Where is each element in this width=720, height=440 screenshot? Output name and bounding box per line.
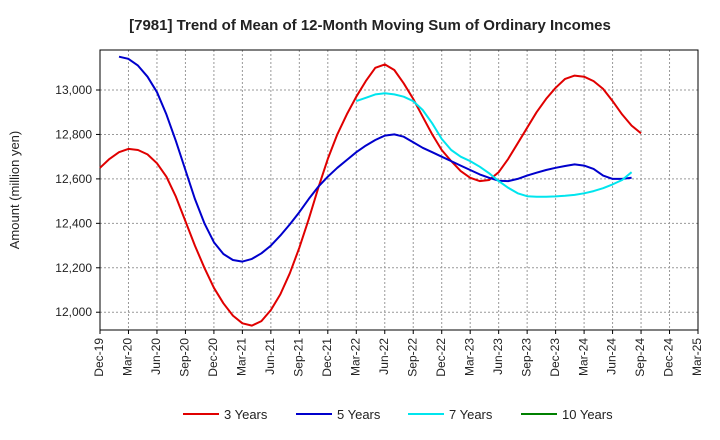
legend-label: 3 Years: [224, 407, 268, 422]
chart-title: [7981] Trend of Mean of 12-Month Moving …: [129, 17, 611, 34]
x-tick-label: Mar-20: [121, 338, 135, 376]
x-tick-label: Dec-23: [548, 338, 562, 377]
legend: 3 Years 5 Years 7 Years 10 Years: [183, 407, 613, 422]
gridlines: [99, 50, 699, 330]
y-axis-label: Amount (million yen): [7, 131, 22, 250]
series-line-3-years: [99, 63, 642, 327]
x-tick-label: Dec-21: [320, 338, 334, 377]
x-tick-label: Dec-24: [662, 338, 676, 377]
x-tick-label: Jun-24: [605, 338, 619, 375]
series-line-5-years: [118, 55, 632, 263]
y-tick-label: 12,600: [55, 172, 92, 186]
x-tick-label: Dec-19: [92, 338, 106, 377]
x-tick-label: Sep-20: [178, 338, 192, 377]
x-tick-label: Jun-23: [491, 338, 505, 375]
x-tick-label: Dec-20: [206, 338, 220, 377]
legend-label: 10 Years: [562, 407, 613, 422]
x-tick-label: Mar-24: [576, 338, 590, 376]
y-axis: 12,000 12,200 12,400 12,600 12,800 13,000: [55, 83, 100, 319]
y-tick-label: 12,200: [55, 261, 92, 275]
plot-area: [99, 49, 699, 331]
x-tick-label: Mar-22: [348, 338, 362, 376]
x-tick-label: Dec-22: [434, 338, 448, 377]
x-tick-label: Sep-24: [633, 338, 647, 377]
x-tick-label: Sep-21: [292, 338, 306, 377]
x-tick-label: Sep-23: [519, 338, 533, 377]
series-layer: [99, 55, 642, 327]
legend-label: 5 Years: [337, 407, 381, 422]
x-tick-label: Mar-23: [462, 338, 476, 376]
x-tick-label: Jun-21: [263, 338, 277, 375]
x-tick-label: Mar-21: [235, 338, 249, 376]
y-tick-label: 12,400: [55, 216, 92, 230]
x-tick-label: Sep-22: [405, 338, 419, 377]
x-tick-label: Mar-25: [690, 338, 704, 376]
x-tick-label: Jun-22: [377, 338, 391, 375]
y-tick-label: 12,000: [55, 305, 92, 319]
x-tick-label: Jun-20: [149, 338, 163, 375]
x-axis: Dec-19 Mar-20 Jun-20 Sep-20 Dec-20 Mar-21 Jun-…: [92, 330, 704, 377]
legend-label: 7 Years: [449, 407, 493, 422]
y-tick-label: 13,000: [55, 83, 92, 97]
y-tick-label: 12,800: [55, 127, 92, 141]
series-line-7-years: [355, 92, 633, 198]
